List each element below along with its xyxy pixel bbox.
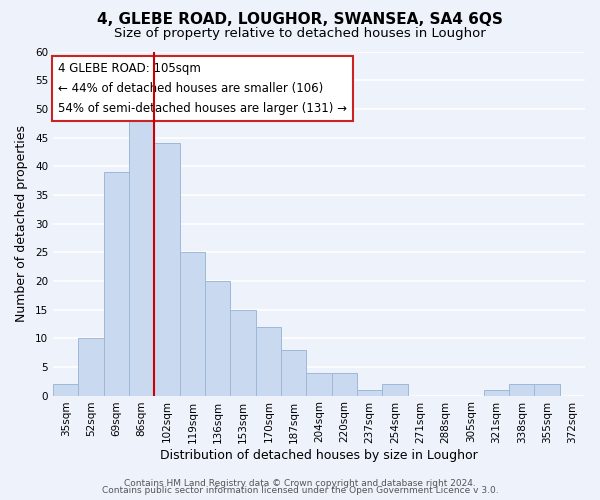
Text: Size of property relative to detached houses in Loughor: Size of property relative to detached ho… [114, 28, 486, 40]
Bar [53, 384, 79, 396]
Bar [230, 310, 256, 396]
Bar [205, 281, 230, 396]
Bar [281, 350, 307, 396]
X-axis label: Distribution of detached houses by size in Loughor: Distribution of detached houses by size … [160, 450, 478, 462]
Bar [382, 384, 407, 396]
Bar [79, 338, 104, 396]
Bar [357, 390, 382, 396]
Bar [484, 390, 509, 396]
Text: Contains public sector information licensed under the Open Government Licence v : Contains public sector information licen… [101, 486, 499, 495]
Text: 4, GLEBE ROAD, LOUGHOR, SWANSEA, SA4 6QS: 4, GLEBE ROAD, LOUGHOR, SWANSEA, SA4 6QS [97, 12, 503, 28]
Bar [307, 372, 332, 396]
Bar [535, 384, 560, 396]
Bar [256, 327, 281, 396]
Text: Contains HM Land Registry data © Crown copyright and database right 2024.: Contains HM Land Registry data © Crown c… [124, 478, 476, 488]
Text: 4 GLEBE ROAD: 105sqm
← 44% of detached houses are smaller (106)
54% of semi-deta: 4 GLEBE ROAD: 105sqm ← 44% of detached h… [58, 62, 347, 115]
Bar [154, 144, 180, 396]
Bar [509, 384, 535, 396]
Y-axis label: Number of detached properties: Number of detached properties [15, 125, 28, 322]
Bar [129, 109, 154, 396]
Bar [332, 372, 357, 396]
Bar [180, 252, 205, 396]
Bar [104, 172, 129, 396]
